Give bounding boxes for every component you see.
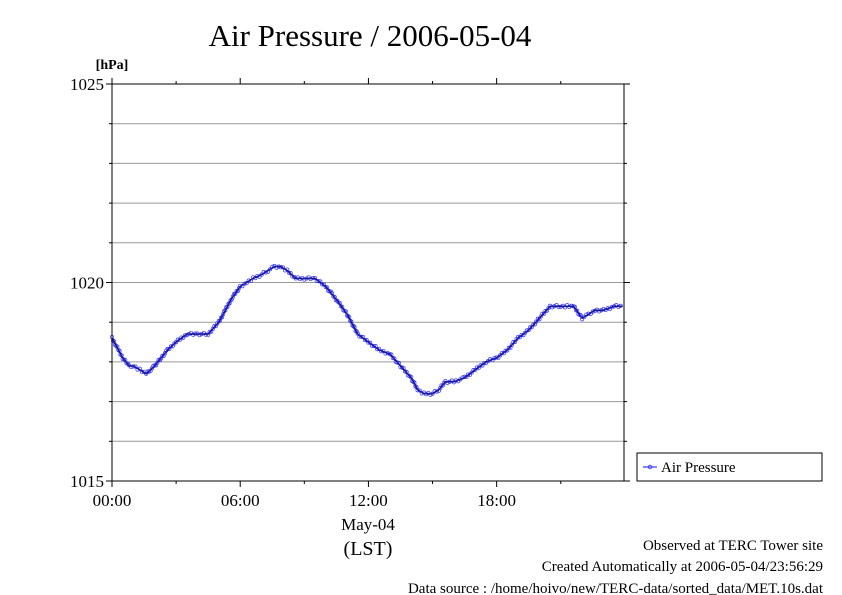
data-point xyxy=(531,322,536,327)
x-tick-label: 18:00 xyxy=(477,491,516,510)
legend-marker xyxy=(647,464,653,470)
data-point xyxy=(482,361,487,366)
x-axis: 00:00 06:00 12:00 18:00 xyxy=(93,78,562,510)
data-point xyxy=(242,281,247,286)
legend-box xyxy=(636,452,823,482)
grid-lines xyxy=(112,123,624,442)
y-tick-label: 1015 xyxy=(70,472,104,491)
x-axis-label: (LST) xyxy=(344,538,393,560)
series-layer xyxy=(109,264,623,397)
y-axis: 1015 1020 1025 xyxy=(70,75,630,491)
data-point xyxy=(152,363,157,368)
y-tick-label: 1020 xyxy=(70,274,104,293)
y-tick-label: 1025 xyxy=(70,75,104,94)
data-point xyxy=(236,286,242,291)
chart-title: Air Pressure / 2006-05-04 xyxy=(209,18,532,53)
data-point xyxy=(582,314,587,319)
data-point xyxy=(371,343,376,349)
data-point xyxy=(590,309,595,314)
series-markers xyxy=(109,264,623,397)
legend: Air Pressure xyxy=(636,452,823,482)
x-tick-label: 06:00 xyxy=(221,491,260,510)
data-point xyxy=(182,333,188,338)
date-label: May-04 xyxy=(341,515,395,534)
legend-label: Air Pressure xyxy=(661,460,736,476)
x-tick-label: 00:00 xyxy=(93,491,132,510)
data-point xyxy=(268,267,273,272)
x-tick-label: 12:00 xyxy=(349,491,388,510)
data-point xyxy=(116,347,121,353)
footer-observed: Observed at TERC Tower site xyxy=(643,538,823,554)
data-point xyxy=(316,279,321,284)
data-point xyxy=(355,331,360,336)
footer-source: Data source : /home/hoivo/new/TERC-data/… xyxy=(408,581,824,595)
series-line xyxy=(111,265,623,395)
footer-created: Created Automatically at 2006-05-04/23:5… xyxy=(542,559,823,575)
y-unit-label: [hPa] xyxy=(96,58,129,73)
data-point xyxy=(359,334,364,339)
